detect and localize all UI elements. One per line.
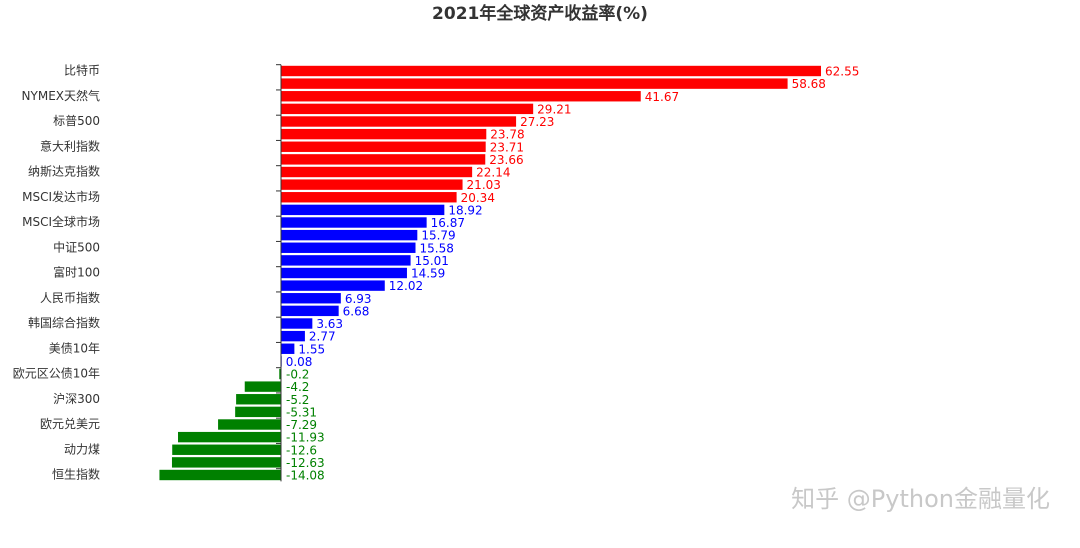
value-label: 3.63 (316, 317, 343, 331)
bar (281, 154, 486, 165)
value-label: -7.29 (286, 418, 317, 432)
chart-title: 2021年全球资产收益率(%) (432, 3, 648, 24)
bar (171, 457, 281, 468)
bar (281, 91, 641, 102)
value-label: 27.23 (520, 115, 554, 129)
value-label: -14.08 (286, 469, 325, 483)
value-label: 29.21 (537, 102, 571, 116)
y-tick-label: 富时100 (53, 265, 100, 280)
value-label: 23.66 (489, 153, 523, 167)
y-tick-label: 比特币 (64, 63, 100, 78)
bar (281, 166, 473, 178)
value-label: 14.59 (411, 267, 445, 281)
bar (281, 217, 427, 228)
value-label: 15.58 (420, 241, 454, 255)
value-label: 2.77 (309, 330, 336, 344)
y-tick-label: 纳斯达克指数 (28, 164, 100, 179)
value-label: 12.02 (389, 279, 423, 293)
y-tick-label: 意大利指数 (40, 138, 100, 153)
value-label: 20.34 (461, 191, 495, 205)
watermark: 知乎 @Python金融量化 (791, 485, 1050, 513)
bar (244, 381, 281, 392)
bar (279, 368, 281, 380)
bar (281, 343, 295, 354)
value-label: 23.71 (490, 140, 524, 154)
bar (281, 78, 788, 89)
y-tick-label: 沪深300 (53, 392, 100, 406)
y-tick-label: 标普500 (53, 114, 100, 128)
bar (281, 293, 341, 304)
bar (281, 318, 313, 329)
y-tick-label: MSCI发达市场 (22, 189, 100, 204)
bar (281, 229, 418, 241)
value-label: -4.2 (286, 380, 309, 394)
bar (281, 242, 416, 253)
y-tick-label: 恒生指数 (52, 467, 100, 482)
y-tick-label: 人民币指数 (40, 290, 100, 305)
bar (281, 65, 821, 77)
value-label: 18.92 (448, 203, 482, 217)
bar (235, 406, 281, 418)
value-label: -11.93 (286, 431, 325, 445)
bar (281, 192, 457, 203)
value-label: 21.03 (467, 178, 501, 192)
y-tick-label: MSCI全球市场 (22, 214, 100, 229)
bar (281, 255, 411, 266)
y-tick-label: 动力煤 (64, 442, 100, 456)
value-label: -12.63 (286, 456, 325, 470)
bar (236, 394, 281, 405)
bar (159, 469, 281, 481)
bar (281, 116, 517, 127)
bar (281, 179, 463, 190)
y-tick-label: 韩国综合指数 (28, 315, 100, 330)
value-label: -12.6 (286, 443, 317, 457)
value-label: 1.55 (298, 342, 325, 356)
value-label: 58.68 (792, 77, 826, 91)
value-label: -5.2 (286, 393, 309, 407)
value-label: -0.2 (286, 368, 309, 382)
value-label: 16.87 (431, 216, 465, 230)
value-label: 0.08 (286, 355, 313, 369)
value-label: 22.14 (476, 166, 510, 180)
bar (178, 431, 281, 443)
y-tick-label: NYMEX天然气 (22, 88, 100, 103)
value-label: 62.55 (825, 65, 859, 79)
bar (281, 204, 445, 216)
bar (218, 419, 281, 430)
y-tick-label: 欧元兑美元 (40, 417, 100, 431)
bar (281, 330, 305, 342)
y-tick-label: 欧元区公债10年 (13, 367, 100, 381)
value-label: -5.31 (286, 405, 317, 419)
bar (172, 444, 281, 455)
value-label: 23.78 (490, 128, 524, 142)
bar (281, 128, 487, 140)
bar (281, 267, 407, 279)
value-label: 6.93 (345, 292, 372, 306)
value-label: 6.68 (343, 304, 370, 318)
bar (281, 141, 486, 152)
bar (281, 103, 534, 115)
value-label: 15.79 (421, 229, 455, 243)
y-tick-label: 美债10年 (49, 341, 100, 355)
bar (281, 305, 339, 317)
y-tick-label: 中证500 (53, 239, 100, 254)
value-label: 41.67 (645, 90, 679, 104)
value-label: 15.01 (415, 254, 449, 268)
bar (281, 280, 385, 291)
